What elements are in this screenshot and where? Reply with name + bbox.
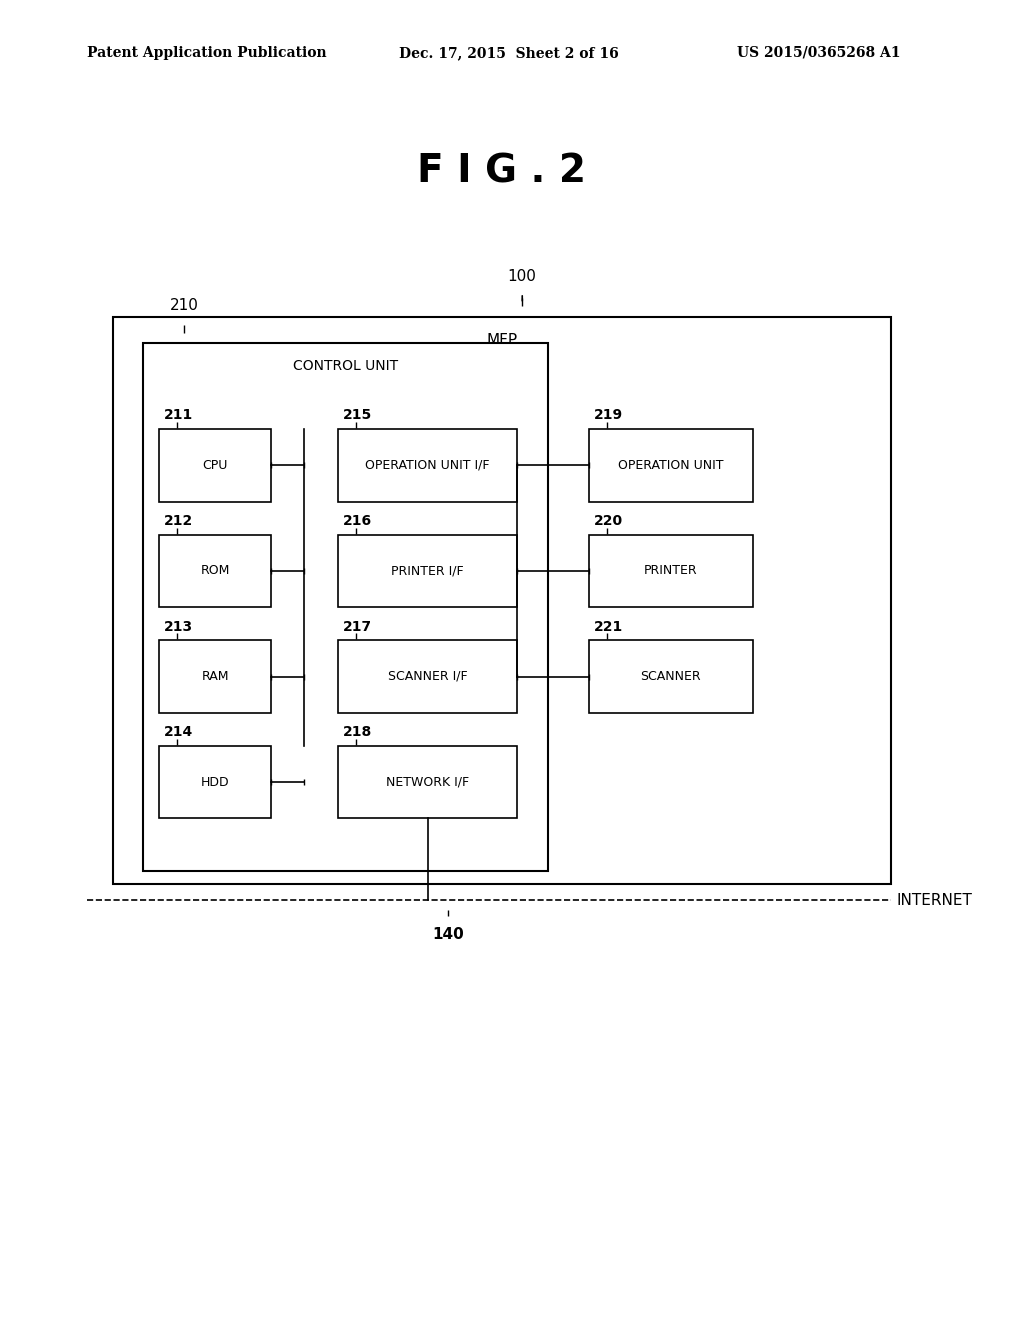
Text: Dec. 17, 2015  Sheet 2 of 16: Dec. 17, 2015 Sheet 2 of 16: [399, 46, 620, 59]
FancyBboxPatch shape: [589, 429, 753, 502]
Text: CPU: CPU: [203, 459, 227, 471]
Text: PRINTER: PRINTER: [644, 565, 697, 577]
Text: 215: 215: [343, 408, 373, 422]
Text: 100: 100: [508, 269, 537, 284]
Text: Patent Application Publication: Patent Application Publication: [87, 46, 327, 59]
Text: ROM: ROM: [201, 565, 229, 577]
Text: 217: 217: [343, 619, 372, 634]
Text: F I G . 2: F I G . 2: [417, 153, 587, 190]
Text: 216: 216: [343, 513, 372, 528]
Text: 221: 221: [594, 619, 624, 634]
Text: 140: 140: [432, 927, 464, 941]
FancyBboxPatch shape: [589, 640, 753, 713]
FancyBboxPatch shape: [113, 317, 891, 884]
FancyBboxPatch shape: [159, 429, 271, 502]
FancyBboxPatch shape: [159, 640, 271, 713]
FancyBboxPatch shape: [338, 746, 517, 818]
FancyBboxPatch shape: [338, 429, 517, 502]
Text: 218: 218: [343, 725, 373, 739]
Text: 220: 220: [594, 513, 623, 528]
Text: 211: 211: [164, 408, 194, 422]
FancyBboxPatch shape: [589, 535, 753, 607]
Text: INTERNET: INTERNET: [896, 892, 972, 908]
Text: RAM: RAM: [202, 671, 228, 682]
Text: 212: 212: [164, 513, 194, 528]
Text: SCANNER: SCANNER: [640, 671, 701, 682]
Text: SCANNER I/F: SCANNER I/F: [388, 671, 467, 682]
FancyBboxPatch shape: [338, 535, 517, 607]
Text: OPERATION UNIT I/F: OPERATION UNIT I/F: [366, 459, 489, 471]
FancyBboxPatch shape: [159, 535, 271, 607]
Text: US 2015/0365268 A1: US 2015/0365268 A1: [737, 46, 901, 59]
Text: OPERATION UNIT: OPERATION UNIT: [617, 459, 724, 471]
Text: 210: 210: [170, 298, 199, 313]
Text: NETWORK I/F: NETWORK I/F: [386, 776, 469, 788]
Text: PRINTER I/F: PRINTER I/F: [391, 565, 464, 577]
Text: 219: 219: [594, 408, 623, 422]
Text: 213: 213: [164, 619, 193, 634]
Text: CONTROL UNIT: CONTROL UNIT: [293, 359, 398, 374]
FancyBboxPatch shape: [143, 343, 548, 871]
Text: MFP: MFP: [486, 333, 517, 347]
FancyBboxPatch shape: [159, 746, 271, 818]
FancyBboxPatch shape: [338, 640, 517, 713]
Text: 214: 214: [164, 725, 194, 739]
Text: HDD: HDD: [201, 776, 229, 788]
